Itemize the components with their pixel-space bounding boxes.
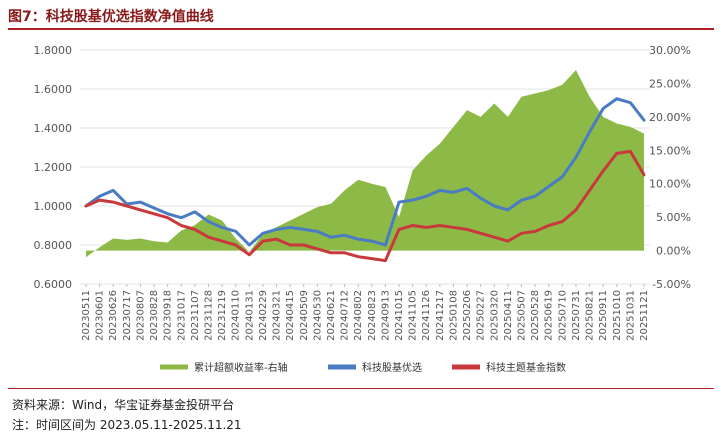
x-tick-label: 20230918 [163, 290, 174, 341]
x-tick-label: 20250227 [476, 290, 487, 341]
x-tick-label: 20240712 [340, 290, 351, 341]
x-tick-label: 20240110 [231, 290, 242, 341]
x-tick-label: 20241015 [394, 290, 405, 341]
x-tick-label: 20231017 [176, 290, 187, 341]
x-tick-label: 20250507 [517, 290, 528, 341]
left-axis-ticks: 0.6000 0.8000 1.0000 1.2000 1.4000 1.6000 1.80… [34, 44, 73, 291]
theme-index-line [84, 149, 646, 263]
right-tick-label: 30.00% [649, 44, 691, 57]
legend-label: 科技股基优选 [362, 361, 422, 374]
left-tick-label: 1.8000 [34, 44, 73, 57]
x-tick-label: 20251121 [639, 290, 650, 341]
x-tick-label: 20230511 [81, 290, 92, 341]
x-tick-label: 20251010 [612, 290, 623, 341]
excess-area-layer [86, 70, 644, 258]
x-tick-label: 20230601 [95, 290, 106, 341]
left-tick-label: 1.4000 [34, 122, 73, 135]
x-tick-label: 20230717 [122, 290, 133, 341]
x-tick-label: 20250411 [503, 290, 514, 341]
x-tick-label: 20250528 [530, 290, 541, 341]
right-tick-label: 20.00% [649, 111, 691, 124]
x-tick-label: 20240415 [285, 290, 296, 341]
x-axis-ticks: 20230511 20230601 20230626 20230717 20230807… [81, 284, 650, 341]
x-tick-label: 20250320 [489, 290, 500, 341]
right-tick-label: -5.00% [652, 278, 691, 291]
x-tick-label: 20250206 [462, 290, 473, 341]
x-tick-label: 20250731 [571, 290, 582, 341]
right-tick-label: 25.00% [649, 77, 691, 90]
right-tick-label: 10.00% [649, 178, 691, 191]
x-tick-label: 20240913 [380, 290, 391, 341]
x-tick-label: 20250911 [598, 290, 609, 341]
x-tick-label: 20240509 [299, 290, 310, 341]
legend-label: 累计超额收益率-右轴 [194, 361, 288, 374]
right-tick-label: 5.00% [656, 211, 691, 224]
x-tick-label: 20250710 [557, 290, 568, 341]
legend: 累计超额收益率-右轴 科技股基优选 科技主题基金指数 [160, 361, 566, 374]
chart: 0.6000 0.8000 1.0000 1.2000 1.4000 1.6000 1.80… [34, 44, 692, 374]
bottom-rule [8, 388, 714, 389]
x-tick-label: 20231107 [190, 290, 201, 341]
x-tick-label: 20240621 [326, 290, 337, 341]
fund-select-line [84, 97, 646, 247]
legend-label: 科技主题基金指数 [486, 361, 566, 374]
figure-title: 图7：科技股基优选指数净值曲线 [8, 9, 214, 25]
left-tick-label: 1.0000 [34, 200, 73, 213]
x-tick-label: 20230807 [135, 290, 146, 341]
x-tick-label: 20240229 [258, 290, 269, 341]
left-tick-label: 1.6000 [34, 83, 73, 96]
x-tick-label: 20250619 [544, 290, 555, 341]
x-tick-label: 20250108 [448, 290, 459, 341]
lines-layer [84, 97, 646, 263]
x-tick-label: 20240802 [353, 290, 364, 341]
x-tick-label: 20250821 [585, 290, 596, 341]
source-note: 资料来源：Wind，华宝证券基金投研平台 [12, 398, 235, 412]
excess-return-area [86, 70, 644, 258]
x-tick-label: 20241105 [408, 290, 419, 341]
x-tick-label: 20240321 [272, 290, 283, 341]
right-axis-ticks: -5.00% 0.00% 5.00% 10.00% 15.00% 20.00% 25.00%… [649, 44, 691, 291]
left-tick-label: 0.8000 [34, 239, 73, 252]
x-tick-label: 20231219 [217, 290, 228, 341]
right-tick-label: 15.00% [649, 144, 691, 157]
x-tick-label: 20230626 [108, 290, 119, 341]
x-tick-label: 20241126 [421, 290, 432, 341]
period-note: 注：时间区间为 2023.05.11-2025.11.21 [12, 418, 242, 432]
left-tick-label: 1.2000 [34, 161, 73, 174]
x-tick-label: 20240823 [367, 290, 378, 341]
right-tick-label: 0.00% [656, 245, 691, 258]
left-tick-label: 0.6000 [34, 278, 73, 291]
title-rule [8, 28, 714, 30]
x-tick-label: 20240530 [312, 290, 323, 341]
x-tick-label: 20251031 [625, 290, 636, 341]
x-tick-label: 20241217 [435, 290, 446, 341]
x-tick-label: 20240131 [244, 290, 255, 341]
x-tick-label: 20231128 [203, 290, 214, 341]
x-tick-label: 20230828 [149, 290, 160, 341]
